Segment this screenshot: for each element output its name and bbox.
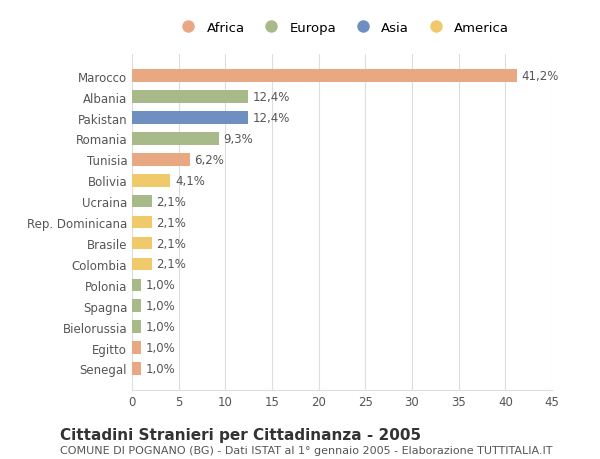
Bar xyxy=(132,112,248,124)
Text: 2,1%: 2,1% xyxy=(156,216,186,229)
Text: Cittadini Stranieri per Cittadinanza - 2005: Cittadini Stranieri per Cittadinanza - 2… xyxy=(60,427,421,442)
Text: 1,0%: 1,0% xyxy=(146,300,176,313)
Text: 41,2%: 41,2% xyxy=(521,70,559,83)
Bar xyxy=(132,363,142,375)
Text: 2,1%: 2,1% xyxy=(156,195,186,208)
Bar xyxy=(132,258,152,271)
Text: 12,4%: 12,4% xyxy=(253,112,290,125)
Text: 2,1%: 2,1% xyxy=(156,258,186,271)
Text: 1,0%: 1,0% xyxy=(146,320,176,333)
Text: 1,0%: 1,0% xyxy=(146,362,176,375)
Bar xyxy=(132,154,190,166)
Bar xyxy=(132,196,152,208)
Text: 6,2%: 6,2% xyxy=(194,154,224,167)
Bar xyxy=(132,174,170,187)
Bar xyxy=(132,133,219,146)
Bar xyxy=(132,279,142,291)
Text: 9,3%: 9,3% xyxy=(223,133,253,146)
Bar xyxy=(132,70,517,83)
Bar xyxy=(132,321,142,333)
Text: 2,1%: 2,1% xyxy=(156,237,186,250)
Legend: Africa, Europa, Asia, America: Africa, Europa, Asia, America xyxy=(171,18,513,39)
Bar xyxy=(132,237,152,250)
Text: 1,0%: 1,0% xyxy=(146,279,176,291)
Text: 1,0%: 1,0% xyxy=(146,341,176,354)
Text: 12,4%: 12,4% xyxy=(253,91,290,104)
Bar xyxy=(132,300,142,312)
Bar xyxy=(132,216,152,229)
Bar xyxy=(132,341,142,354)
Text: COMUNE DI POGNANO (BG) - Dati ISTAT al 1° gennaio 2005 - Elaborazione TUTTITALIA: COMUNE DI POGNANO (BG) - Dati ISTAT al 1… xyxy=(60,445,553,455)
Bar xyxy=(132,91,248,104)
Text: 4,1%: 4,1% xyxy=(175,174,205,187)
